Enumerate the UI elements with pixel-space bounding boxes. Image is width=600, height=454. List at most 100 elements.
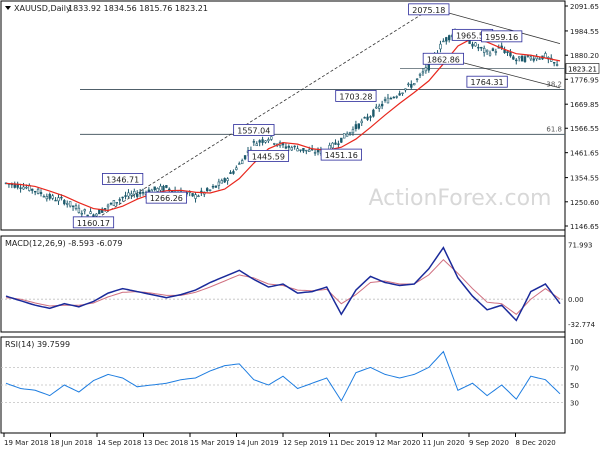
- candle-body: [398, 93, 401, 96]
- candle-body: [103, 208, 107, 210]
- swing-label-box: [408, 3, 450, 16]
- candle-body: [482, 47, 486, 53]
- rsi-y-tick-label: 100: [570, 338, 583, 346]
- candle-body: [340, 137, 343, 143]
- x-tick-label: 18 Jun 2018: [51, 439, 93, 447]
- x-tick-label: 19 Mar 2018: [4, 439, 48, 447]
- candle-body: [366, 116, 369, 120]
- candle-body: [270, 136, 273, 140]
- candle-body: [401, 92, 404, 94]
- swing-label: 1160.17: [77, 219, 110, 228]
- swing-label: 1764.31: [471, 78, 504, 87]
- candle-body: [418, 73, 422, 76]
- current-price-tag: [565, 63, 600, 74]
- candle-body: [407, 83, 410, 86]
- candle-body: [281, 143, 285, 146]
- x-tick-label: 14 Jun 2019: [237, 439, 279, 447]
- candle-body: [413, 83, 416, 86]
- swing-label: 1557.04: [237, 126, 270, 135]
- candle-body: [95, 213, 98, 217]
- candle-body: [296, 148, 299, 152]
- candle-body: [509, 52, 512, 57]
- candle-body: [337, 143, 340, 145]
- macd-y-tick-label: -32.774: [568, 321, 596, 329]
- macd-title: MACD(12,26,9) -8.593 -6.079: [5, 239, 122, 248]
- x-tick-label: 14 Sep 2018: [97, 439, 141, 447]
- swing-label-box: [466, 75, 508, 88]
- candle-body: [421, 71, 425, 74]
- candle-body: [194, 194, 197, 199]
- candle-body: [544, 53, 547, 59]
- candle-body: [138, 191, 142, 195]
- candle-body: [474, 42, 477, 47]
- price-y-tick-label: 2091.65: [570, 3, 599, 11]
- candle-body: [22, 186, 25, 190]
- candle-body: [255, 143, 258, 147]
- candle-body: [529, 56, 533, 60]
- swing-label: 1862.86: [427, 55, 460, 64]
- candle-body: [538, 58, 541, 60]
- price-y-tick-label: 1776.95: [570, 76, 599, 84]
- candle-body: [447, 35, 451, 41]
- candle-body: [191, 193, 194, 197]
- candle-body: [299, 149, 302, 151]
- candle-body: [439, 43, 442, 50]
- candle-body: [378, 105, 381, 109]
- candle-body: [517, 56, 521, 59]
- candle-body: [197, 195, 200, 198]
- rsi-y-tick-label: 50: [570, 382, 579, 390]
- candle-body: [386, 97, 390, 104]
- candle-body: [357, 123, 361, 129]
- candle-body: [66, 203, 69, 205]
- candle-body: [101, 208, 104, 213]
- price-y-tick-label: 1566.55: [570, 125, 599, 133]
- candle-body: [71, 205, 75, 208]
- candle-body: [343, 133, 346, 139]
- candle-body: [240, 160, 244, 165]
- candle-body: [313, 152, 317, 154]
- candle-body: [208, 189, 212, 191]
- candle-body: [68, 201, 72, 207]
- x-tick-label: 12 Sep 2019: [283, 439, 327, 447]
- candle-body: [261, 139, 264, 143]
- price-y-tick-label: 1984.55: [570, 28, 599, 36]
- candle-body: [159, 185, 162, 191]
- macd-layer: 71.993 0.00 -32.774: [1, 242, 596, 329]
- candle-body: [235, 167, 238, 170]
- candle-body: [258, 140, 261, 143]
- swing-label-box: [247, 150, 290, 162]
- candle-body: [491, 48, 495, 51]
- swing-label-box: [335, 90, 377, 102]
- rsi-layer: 100 70 50 30: [1, 338, 583, 408]
- price-y-tick-label: 1354.55: [570, 175, 599, 183]
- candle-body: [305, 149, 308, 152]
- candle-body: [19, 187, 22, 189]
- price-y-tick-label: 1669.85: [570, 101, 599, 109]
- candle-body: [369, 116, 372, 118]
- candle-body: [226, 178, 229, 181]
- candle-body: [485, 49, 489, 53]
- candle-body: [229, 172, 232, 175]
- rsi-title: RSI(14) 39.7599: [5, 340, 70, 349]
- candle-body: [375, 106, 378, 109]
- candle-body: [243, 155, 247, 160]
- price-y-tick-label: 1250.60: [570, 199, 599, 207]
- candle-body: [477, 46, 480, 49]
- candle-body: [383, 99, 387, 101]
- candle-body: [415, 78, 419, 81]
- candle-body: [60, 196, 63, 199]
- candle-body: [54, 199, 57, 202]
- candle-body: [552, 62, 556, 64]
- candle-body: [308, 149, 311, 152]
- candle-body: [392, 96, 395, 99]
- candle-body: [372, 109, 375, 117]
- candle-body: [395, 96, 398, 98]
- candle-body: [334, 142, 337, 145]
- swing-label-box: [145, 191, 187, 204]
- watermark: ActionForex.com: [369, 186, 552, 211]
- candle-body: [45, 196, 49, 200]
- candle-body: [214, 185, 218, 188]
- candle-body: [121, 196, 124, 199]
- rsi-line: [5, 350, 561, 402]
- candle-body: [471, 43, 474, 47]
